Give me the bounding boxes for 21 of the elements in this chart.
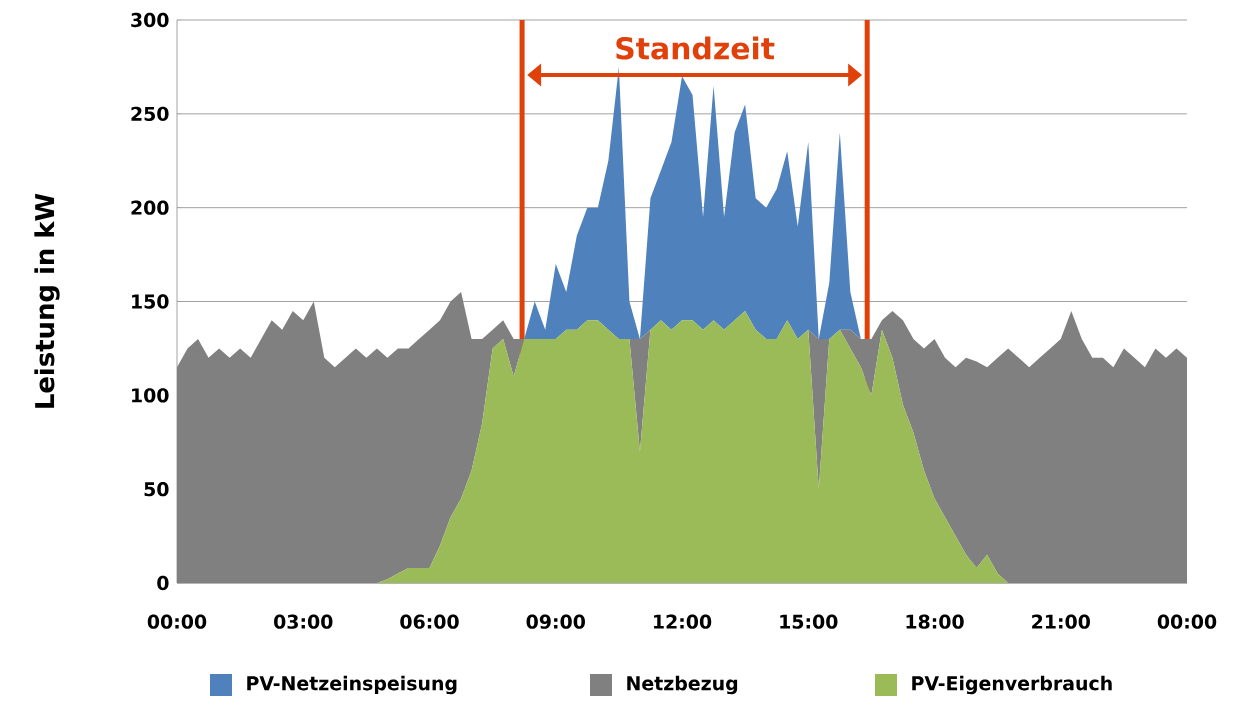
x-tick-label: 09:00 — [526, 614, 585, 629]
x-tick-label: 18:00 — [906, 614, 964, 629]
legend-label: Netzbezug — [627, 675, 738, 695]
y-tick-label: 300 — [131, 12, 169, 28]
y-tick-label: 50 — [144, 482, 169, 497]
x-tick-label: 06:00 — [400, 614, 459, 629]
x-tick-label: 00:00 — [1157, 614, 1217, 629]
x-tick-label: 03:00 — [274, 614, 333, 629]
legend-label: PV-Eigenverbrauch — [912, 675, 1112, 695]
y-tick-label: 150 — [132, 294, 169, 309]
y-tick-label: 200 — [131, 200, 169, 215]
y-axis-title: Leistung in kW — [34, 193, 60, 408]
y-tick-label: 0 — [157, 575, 169, 591]
legend-label: PV-Netzeinspeisung — [247, 675, 457, 695]
x-tick-label: 12:00 — [654, 614, 712, 629]
x-tick-label: 15:00 — [780, 614, 838, 629]
x-tick-label: 00:00 — [147, 614, 207, 629]
annotation: Standzeit — [616, 36, 775, 60]
y-tick-label: 100 — [132, 388, 169, 403]
x-tick-label: 21:00 — [1032, 614, 1090, 629]
y-tick-label: 250 — [131, 106, 169, 121]
